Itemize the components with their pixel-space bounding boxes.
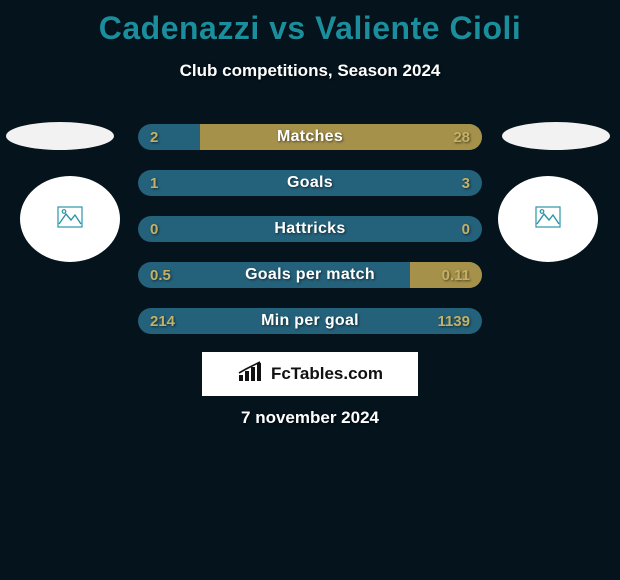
date-text: 7 november 2024 [0, 408, 620, 428]
player-placeholder-icon [57, 206, 83, 233]
player-placeholder-icon [535, 206, 561, 233]
subtitle: Club competitions, Season 2024 [0, 61, 620, 81]
stat-bar: 2141139Min per goal [138, 308, 482, 334]
avatar-ellipse-right [502, 122, 610, 150]
stat-bar: 00Hattricks [138, 216, 482, 242]
stat-label: Min per goal [138, 308, 482, 334]
stat-label: Goals per match [138, 262, 482, 288]
avatar-right [498, 176, 598, 262]
stat-bar: 0.50.11Goals per match [138, 262, 482, 288]
avatar-left [20, 176, 120, 262]
stat-bar: 13Goals [138, 170, 482, 196]
comparison-bars: 228Matches 13Goals 00Hattricks 0.50.11Goals… [138, 124, 482, 354]
brand-box: FcTables.com [202, 352, 418, 396]
stat-bar: 228Matches [138, 124, 482, 150]
avatar-ellipse-left [6, 122, 114, 150]
brand-chart-icon [237, 361, 265, 388]
stat-label: Matches [138, 124, 482, 150]
brand-text: FcTables.com [271, 364, 383, 384]
page-title: Cadenazzi vs Valiente Cioli [0, 0, 620, 47]
stat-label: Hattricks [138, 216, 482, 242]
stat-label: Goals [138, 170, 482, 196]
